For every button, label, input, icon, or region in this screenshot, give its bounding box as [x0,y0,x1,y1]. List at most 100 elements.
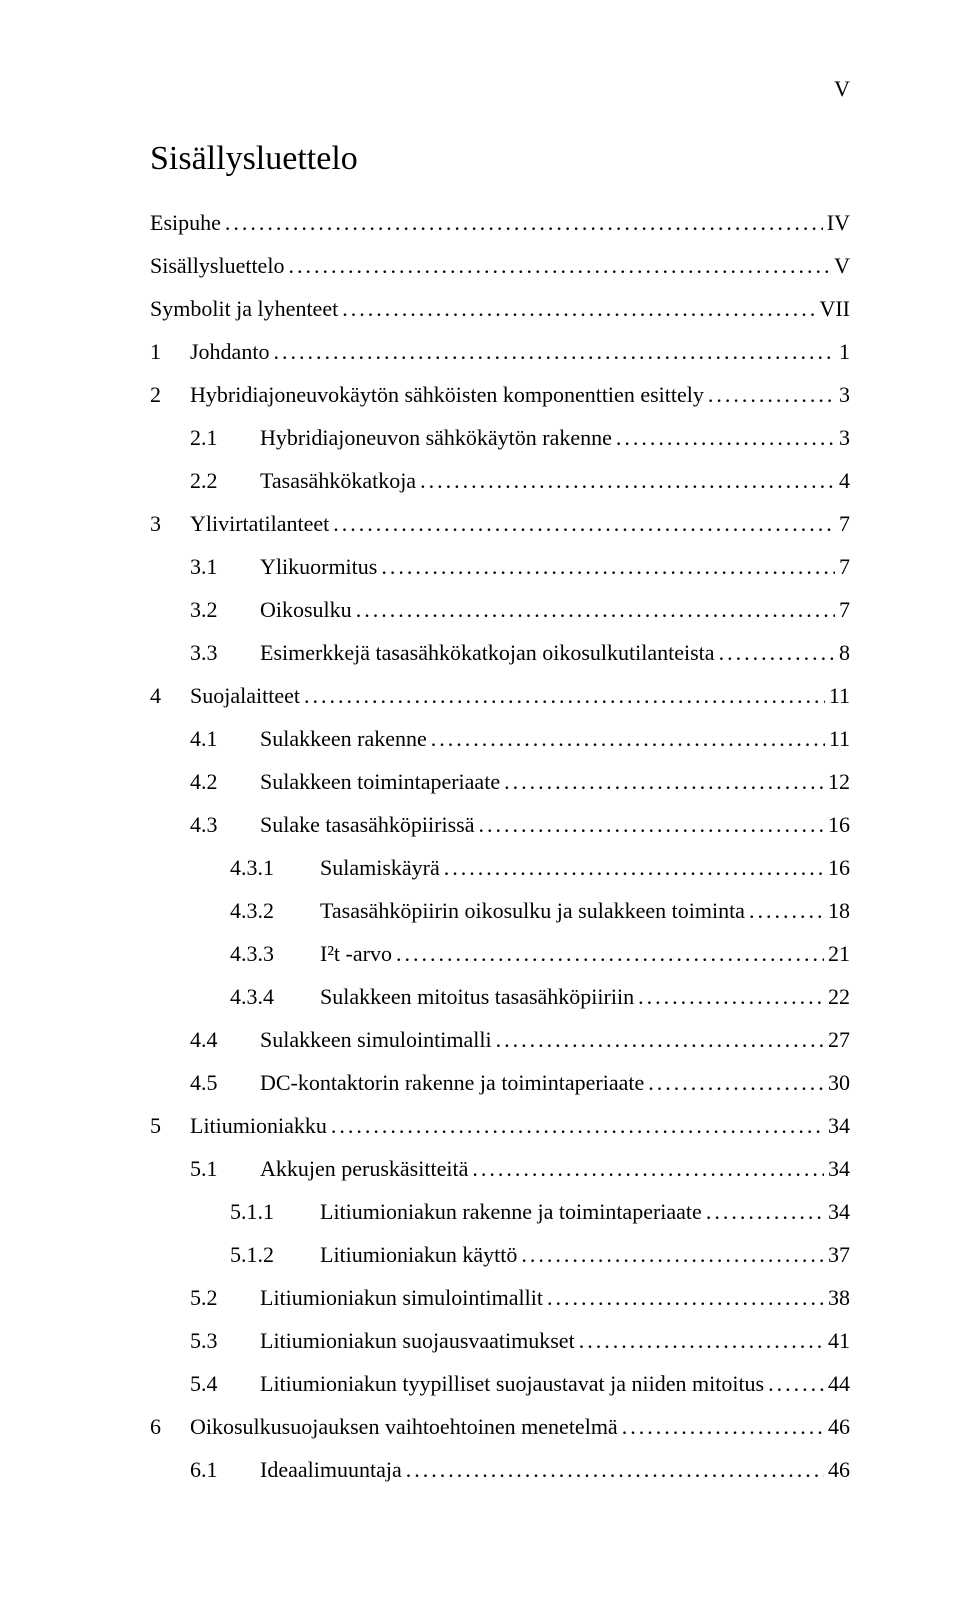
toc-leader-dots [304,685,825,707]
toc-entry: Symbolit ja lyhenteet VII [150,298,850,320]
toc-entry-page: 46 [828,1416,850,1438]
toc-entry-number: 5.1 [190,1158,260,1180]
toc-leader-dots [396,943,824,965]
toc-entry: 5Litiumioniakku 34 [150,1115,850,1137]
toc-entry-page: 34 [828,1115,850,1137]
toc-leader-dots [648,1072,824,1094]
toc-entry-label: Symbolit ja lyhenteet [150,298,338,320]
toc-entry: 3.2Oikosulku 7 [150,599,850,621]
toc-entry: 4.2Sulakkeen toimintaperiaate 12 [150,771,850,793]
toc-entry-label: Sulakkeen toimintaperiaate [260,771,500,793]
toc-entry-label: Ideaalimuuntaja [260,1459,402,1481]
toc-entry: 5.1Akkujen peruskäsitteitä34 [150,1158,850,1180]
toc-entry: 4.3.2Tasasähköpiirin oikosulku ja sulakk… [150,900,850,922]
toc-entry: 1Johdanto1 [150,341,850,363]
toc-entry-label: Sulakkeen mitoitus tasasähköpiiriin [320,986,634,1008]
toc-leader-dots [504,771,824,793]
toc-entry-label: Sulake tasasähköpiirissä [260,814,474,836]
toc-leader-dots [420,470,835,492]
toc-entry-number: 5.2 [190,1287,260,1309]
toc-entry-number: 3.2 [190,599,260,621]
toc-entry: 2Hybridiajoneuvokäytön sähköisten kompon… [150,384,850,406]
toc-entry-page: 7 [839,513,850,535]
toc-leader-dots [622,1416,824,1438]
toc-entry-label: Sisällysluettelo [150,255,284,277]
toc-leader-dots [768,1373,824,1395]
toc-entry-number: 4.3.1 [230,857,320,879]
toc-entry-page: 21 [828,943,850,965]
toc-entry-label: Akkujen peruskäsitteitä [260,1158,468,1180]
toc-entry: 4.3.3I²t -arvo21 [150,943,850,965]
toc-entry-number: 5.3 [190,1330,260,1352]
toc-entry-label: Litiumioniakun simulointimallit [260,1287,543,1309]
toc-entry-page: 27 [828,1029,850,1051]
toc-entry-number: 1 [150,341,190,363]
toc-leader-dots [719,642,835,664]
toc-entry-page: 12 [828,771,850,793]
toc-entry-label: Sulakkeen simulointimalli [260,1029,492,1051]
toc-entry-number: 5.1.1 [230,1201,320,1223]
toc-entry-number: 6 [150,1416,190,1438]
toc-entry-page: IV [827,212,850,234]
toc-entry-label: Litiumioniakku [190,1115,327,1137]
toc-entry-page: 22 [828,986,850,1008]
toc-entry-number: 4.2 [190,771,260,793]
toc-entry-page: VII [819,298,850,320]
toc-entry-page: 7 [839,599,850,621]
toc-entry-number: 4.4 [190,1029,260,1051]
toc-entry-page: 44 [828,1373,850,1395]
toc-entry-number: 4.3.2 [230,900,320,922]
toc-leader-dots [472,1158,824,1180]
toc-entry: 3.1Ylikuormitus7 [150,556,850,578]
toc-entry-label: Hybridiajoneuvon sähkökäytön rakenne [260,427,612,449]
toc-entry-number: 5 [150,1115,190,1137]
toc-leader-dots [333,513,835,535]
toc-leader-dots [616,427,835,449]
toc-entry: 6Oikosulkusuojauksen vaihtoehtoinen mene… [150,1416,850,1438]
toc-entry-number: 3.3 [190,642,260,664]
toc-entry-page: 41 [828,1330,850,1352]
page-number: V [834,76,850,102]
toc-entry-number: 5.4 [190,1373,260,1395]
toc-entry-label: Johdanto [190,341,269,363]
toc-entry: 5.2Litiumioniakun simulointimallit 38 [150,1287,850,1309]
toc-entry-page: 8 [839,642,850,664]
toc-entry: 5.3Litiumioniakun suojausvaatimukset 41 [150,1330,850,1352]
toc-leader-dots [225,212,823,234]
toc-title: Sisällysluettelo [150,140,850,178]
toc-entry-label: I²t -arvo [320,943,392,965]
toc-entry-label: Ylikuormitus [260,556,377,578]
toc-leader-dots [579,1330,824,1352]
toc-leader-dots [273,341,835,363]
toc-entry-number: 5.1.2 [230,1244,320,1266]
toc-entry-number: 3 [150,513,190,535]
toc-entry-page: 11 [829,728,850,750]
toc-entry-label: Oikosulkusuojauksen vaihtoehtoinen menet… [190,1416,618,1438]
toc-entry-label: Tasasähkökatkoja [260,470,416,492]
toc-leader-dots [708,384,835,406]
toc-entry-page: 38 [828,1287,850,1309]
toc-entry-page: 16 [828,814,850,836]
toc-entry-page: 30 [828,1072,850,1094]
toc-entry-page: 11 [829,685,850,707]
toc-entry-label: Sulakkeen rakenne [260,728,427,750]
toc-entry: 5.1.2Litiumioniakun käyttö37 [150,1244,850,1266]
toc-leader-dots [496,1029,824,1051]
toc-leader-dots [706,1201,824,1223]
toc-entry: 4.3Sulake tasasähköpiirissä16 [150,814,850,836]
toc-entry-number: 2 [150,384,190,406]
toc-entry: 4.1Sulakkeen rakenne 11 [150,728,850,750]
toc-entry-page: 34 [828,1201,850,1223]
toc-entry-label: Suojalaitteet [190,685,300,707]
toc-entry-label: Oikosulku [260,599,352,621]
toc-list: EsipuheIVSisällysluetteloVSymbolit ja ly… [150,212,850,1481]
toc-entry-label: Litiumioniakun suojausvaatimukset [260,1330,575,1352]
toc-entry-number: 2.2 [190,470,260,492]
toc-leader-dots [478,814,824,836]
toc-entry-label: Tasasähköpiirin oikosulku ja sulakkeen t… [320,900,745,922]
toc-entry-label: Litiumioniakun rakenne ja toimintaperiaa… [320,1201,702,1223]
toc-entry-label: DC-kontaktorin rakenne ja toimintaperiaa… [260,1072,644,1094]
toc-entry-number: 4.1 [190,728,260,750]
toc-entry-page: 16 [828,857,850,879]
toc-entry-label: Litiumioniakun tyypilliset suojaustavat … [260,1373,764,1395]
